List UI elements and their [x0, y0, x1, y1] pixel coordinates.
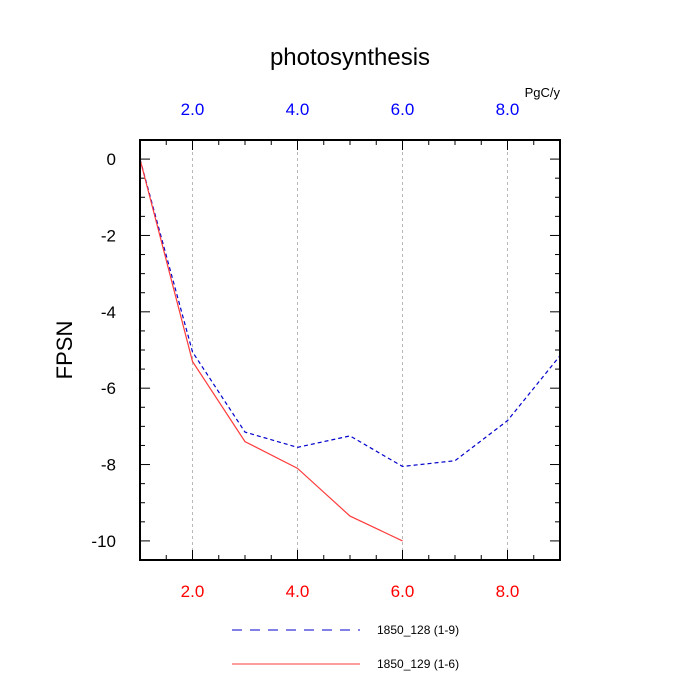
x-tick-label-bottom: 2.0 [181, 582, 205, 601]
grid-lines [192, 140, 508, 560]
series-lines [139, 158, 561, 542]
chart-title: photosynthesis [270, 44, 430, 71]
x-tick-label-top: 6.0 [391, 100, 415, 119]
legend: 1850_128 (1-9) 1850_129 (1-6) [232, 623, 459, 671]
x-tick-label-top: 4.0 [286, 100, 310, 119]
legend-label-1: 1850_128 (1-9) [377, 623, 459, 637]
series-line-2 [139, 158, 403, 542]
y-axis-label: FPSN [52, 321, 77, 380]
tick-labels: 2.0 2.0 4.0 4.0 6.0 6.0 8.0 8.0 0 -2 -4 -6 -8 -10 [91, 100, 519, 601]
series-line-1 [139, 158, 561, 468]
x-tick-label-bottom: 8.0 [496, 582, 520, 601]
plot-frame [139, 139, 561, 561]
legend-label-2: 1850_129 (1-6) [377, 657, 459, 671]
y-tick-label: -6 [101, 379, 116, 398]
y-tick-label: -2 [101, 226, 116, 245]
y-tick-label: -10 [91, 532, 116, 551]
y-tick-label: 0 [107, 150, 116, 169]
y-tick-label: -8 [101, 456, 116, 475]
units-label: PgC/y [525, 85, 561, 100]
x-tick-label-bottom: 4.0 [286, 582, 310, 601]
x-tick-label-bottom: 6.0 [391, 582, 415, 601]
y-tick-label: -4 [101, 303, 116, 322]
x-tick-label-top: 8.0 [496, 100, 520, 119]
x-tick-label-top: 2.0 [181, 100, 205, 119]
axis-ticks [139, 139, 561, 561]
